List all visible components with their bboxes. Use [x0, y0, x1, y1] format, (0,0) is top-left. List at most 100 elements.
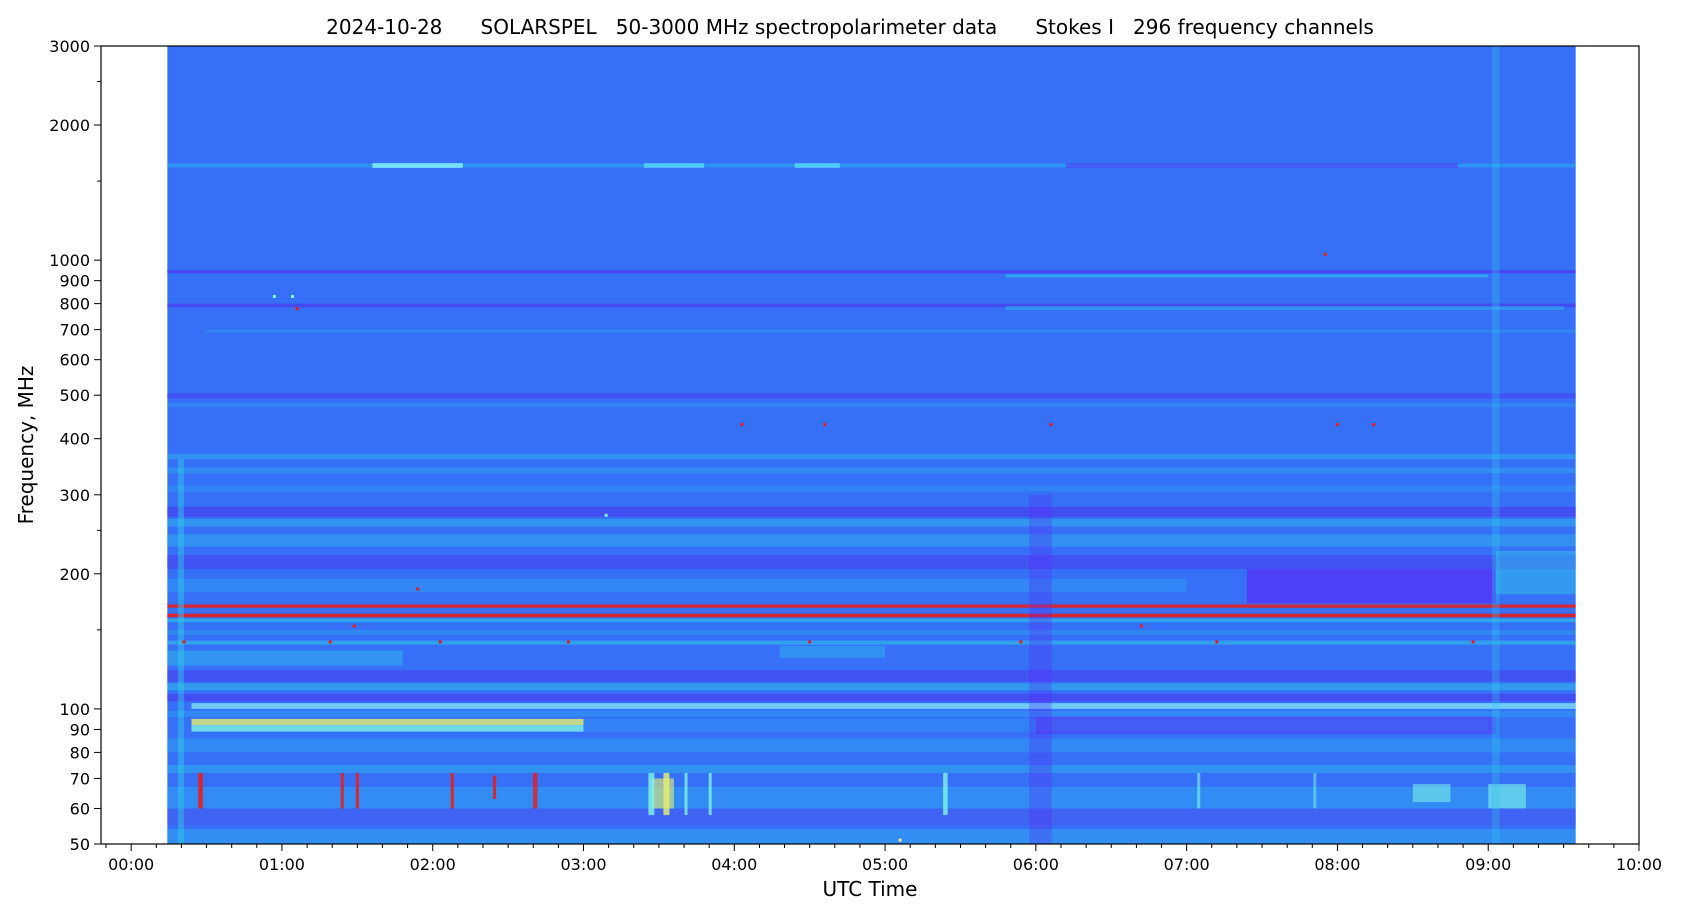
- x-tick-label: 08:00: [1314, 855, 1360, 874]
- y-tick-label: 700: [59, 321, 90, 340]
- spectral-dot: [272, 294, 276, 298]
- emission-band: [167, 786, 1576, 809]
- y-tick-label: 500: [59, 386, 90, 405]
- burst-feature: [708, 772, 712, 816]
- emission-band: [167, 303, 1576, 308]
- spectral-dot: [1019, 640, 1023, 644]
- burst-feature: [340, 772, 344, 809]
- x-tick-label: 05:00: [862, 855, 908, 874]
- x-tick-label: 09:00: [1465, 855, 1511, 874]
- emission-band: [643, 163, 705, 168]
- emission-band: [167, 578, 1187, 593]
- burst-feature: [1029, 494, 1052, 844]
- burst-feature: [355, 772, 359, 809]
- y-tick-label: 600: [59, 351, 90, 370]
- y-tick-label: 70: [70, 769, 90, 788]
- spectral-dot: [823, 423, 827, 427]
- spectral-dot: [352, 624, 356, 628]
- emission-band: [1246, 568, 1496, 604]
- emission-band: [167, 764, 1576, 773]
- burst-feature: [177, 459, 184, 844]
- emission-band: [206, 329, 1576, 333]
- emission-band: [794, 163, 840, 168]
- emission-band: [1005, 306, 1564, 310]
- burst-feature: [532, 772, 538, 809]
- burst-feature: [198, 772, 203, 809]
- y-tick-label: 50: [70, 835, 90, 854]
- emission-band: [167, 393, 1576, 399]
- plot-frame: [100, 45, 1640, 845]
- emission-band: [1488, 784, 1526, 809]
- emission-band: [1066, 163, 1459, 168]
- emission-band: [167, 534, 1576, 547]
- y-tick-label: 400: [59, 430, 90, 449]
- spectral-dot: [1323, 252, 1327, 256]
- emission-band: [191, 718, 584, 726]
- emission-band: [167, 518, 1576, 527]
- emission-band: [167, 710, 1576, 717]
- spectral-dot: [808, 640, 812, 644]
- spectral-dot: [182, 640, 186, 644]
- burst-feature: [493, 775, 497, 799]
- emission-band: [167, 270, 1576, 274]
- emission-band: [167, 629, 1576, 636]
- y-tick-label: 900: [59, 272, 90, 291]
- y-tick-label: 1000: [49, 251, 90, 270]
- y-axis-label: Frequency, MHz: [14, 366, 38, 525]
- emission-band: [779, 646, 886, 658]
- x-tick-label: 02:00: [410, 855, 456, 874]
- emission-band: [651, 778, 674, 809]
- spectral-dot: [898, 838, 902, 842]
- spectral-dot: [328, 640, 332, 644]
- x-tick-label: 10:00: [1616, 855, 1662, 874]
- y-tick-label: 80: [70, 743, 90, 762]
- emission-band: [583, 718, 1489, 732]
- y-tick-label: 2000: [49, 116, 90, 135]
- emission-band: [1035, 716, 1496, 734]
- spectral-dot: [1139, 624, 1143, 628]
- burst-feature: [943, 772, 948, 816]
- emission-band: [167, 555, 1576, 569]
- emission-band: [167, 604, 1576, 608]
- spectral-dot: [438, 640, 442, 644]
- emission-band: [167, 650, 403, 666]
- emission-band: [167, 453, 1576, 460]
- emission-band: [167, 670, 1576, 682]
- emission-band: [167, 618, 1576, 623]
- y-tick-label: 200: [59, 565, 90, 584]
- burst-feature: [663, 772, 670, 816]
- emission-band: [167, 163, 1576, 168]
- emission-band: [1005, 274, 1489, 278]
- burst-feature: [684, 772, 688, 816]
- emission-band: [167, 738, 1576, 753]
- spectral-dot: [290, 294, 294, 298]
- burst-feature: [1313, 772, 1317, 809]
- y-tick-label: 300: [59, 486, 90, 505]
- x-tick-label: 04:00: [711, 855, 757, 874]
- spectral-dot: [1049, 423, 1053, 427]
- emission-band: [167, 693, 1576, 702]
- spectral-dot: [604, 513, 608, 517]
- emission-band: [167, 485, 1576, 492]
- emission-band: [167, 683, 1576, 691]
- emission-band: [191, 703, 1576, 709]
- y-tick-label: 60: [70, 799, 90, 818]
- emission-band: [191, 725, 584, 732]
- spectral-dot: [566, 640, 570, 644]
- y-tick-label: 3000: [49, 37, 90, 56]
- chart-title: 2024-10-28 SOLARSPEL 50-3000 MHz spectro…: [326, 15, 1374, 39]
- x-axis-label: UTC Time: [823, 877, 918, 901]
- x-tick-label: 06:00: [1013, 855, 1059, 874]
- emission-band: [167, 403, 1576, 408]
- spectral-dot: [295, 307, 299, 311]
- y-tick-label: 100: [59, 700, 90, 719]
- spectral-dot: [740, 423, 744, 427]
- emission-band: [167, 640, 1576, 645]
- spectral-dot: [1215, 640, 1219, 644]
- emission-band: [167, 506, 1576, 517]
- plot-area: [167, 46, 1576, 844]
- burst-feature: [1197, 772, 1201, 809]
